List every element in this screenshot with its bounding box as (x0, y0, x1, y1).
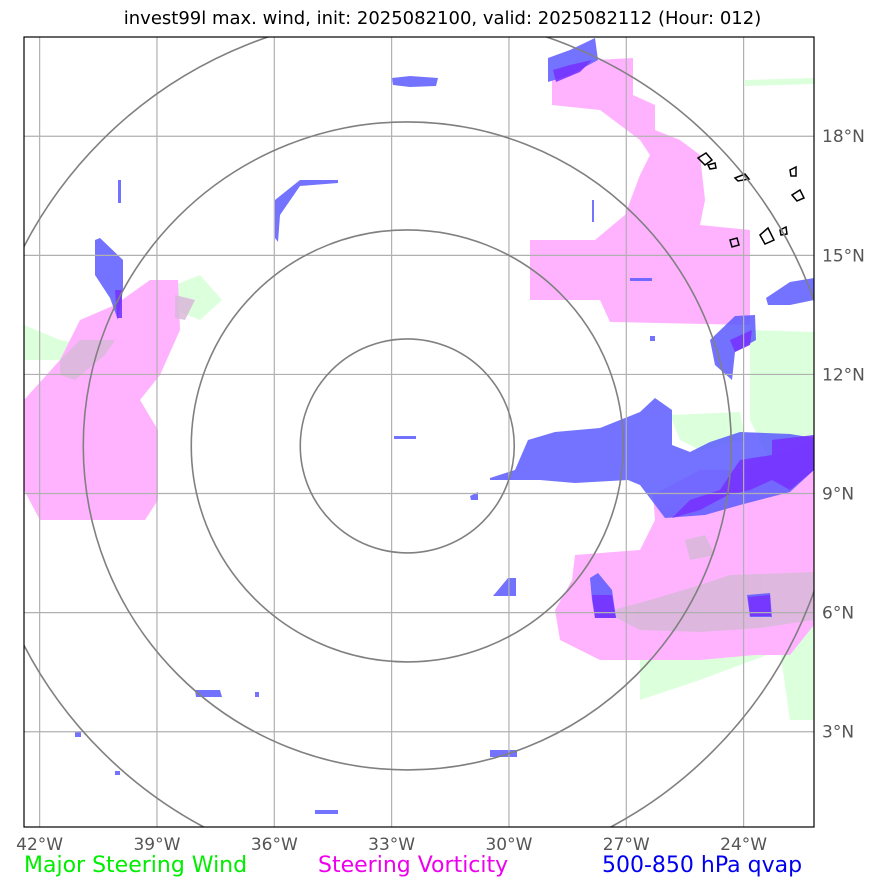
lat-tick-label: 12°N (822, 365, 865, 385)
legend-qvap: 500-850 hPa qvap (602, 853, 803, 878)
distance-ring (190, 229, 625, 663)
chart-title: invest99l max. wind, init: 2025082100, v… (123, 8, 762, 29)
lon-tick-label: 39°W (133, 835, 180, 855)
lon-tick-label: 36°W (251, 835, 298, 855)
lat-tick-label: 9°N (822, 485, 854, 505)
lat-tick-label: 15°N (822, 246, 865, 266)
distance-ring (299, 338, 516, 554)
legend-vorticity: Steering Vorticity (318, 853, 509, 878)
lat-tick-label: 3°N (822, 723, 854, 743)
distance-ring (82, 121, 733, 771)
qvap-vorticity-overlap (115, 60, 814, 618)
lat-tick-labels: 3°N 6°N 9°N 12°N 15°N 18°N (822, 127, 865, 742)
plot-frame (23, 36, 815, 828)
steering-vorticity-layer (24, 58, 814, 660)
lat-tick-label: 6°N (822, 604, 854, 624)
lat-tick-label: 18°N (822, 127, 865, 147)
lon-tick-labels: 42°W 39°W 36°W 33°W 30°W 27°W 24°W (16, 835, 767, 855)
lon-tick-label: 33°W (368, 835, 415, 855)
distance-rings (24, 37, 814, 827)
lon-tick-label: 30°W (485, 835, 532, 855)
gridlines (24, 37, 814, 827)
legend-wind: Major Steering Wind (24, 853, 248, 878)
lon-tick-label: 42°W (16, 835, 63, 855)
island-outlines (696, 152, 806, 248)
lon-tick-label: 27°W (603, 835, 650, 855)
lon-tick-label: 24°W (720, 835, 767, 855)
